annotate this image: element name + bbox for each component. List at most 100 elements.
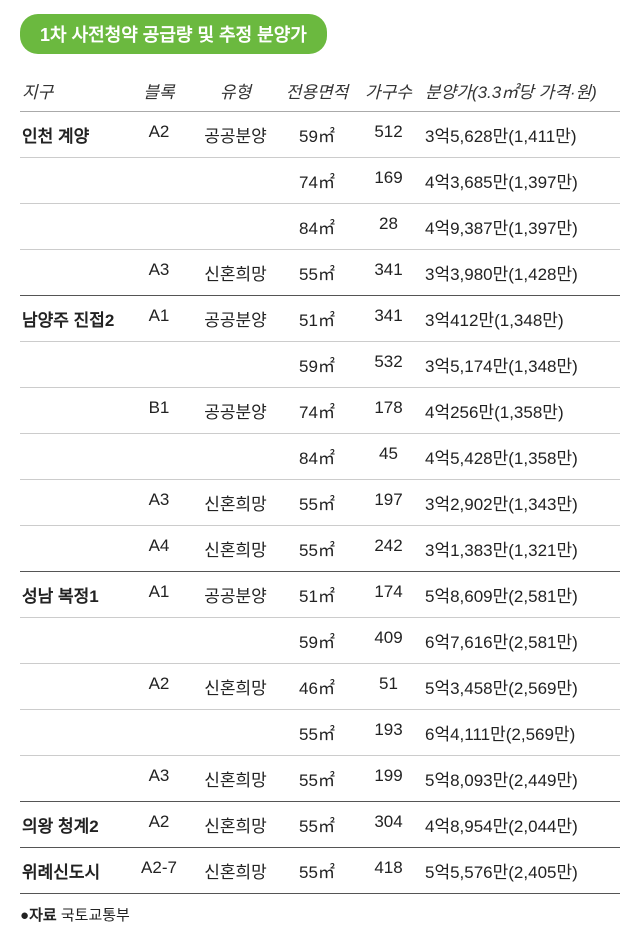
- cell-units: 242: [356, 526, 421, 572]
- cell-price: 5억5,576만(2,405만): [421, 848, 620, 894]
- cell-type: 공공분양: [193, 572, 278, 618]
- cell-block: A1: [125, 572, 193, 618]
- table-row: 74㎡1694억3,685만(1,397만): [20, 158, 620, 204]
- cell-units: 28: [356, 204, 421, 250]
- cell-units: 304: [356, 802, 421, 848]
- cell-area: 55㎡: [278, 250, 356, 296]
- cell-district: 의왕 청계2: [20, 802, 125, 848]
- cell-district: 위례신도시: [20, 848, 125, 894]
- cell-type: [193, 618, 278, 664]
- table-row: 59㎡5323억5,174만(1,348만): [20, 342, 620, 388]
- cell-district: [20, 388, 125, 434]
- cell-units: 197: [356, 480, 421, 526]
- cell-price: 3억5,628만(1,411만): [421, 112, 620, 158]
- cell-price: 3억5,174만(1,348만): [421, 342, 620, 388]
- cell-block: [125, 158, 193, 204]
- cell-area: 55㎡: [278, 480, 356, 526]
- cell-type: 공공분양: [193, 388, 278, 434]
- cell-area: 55㎡: [278, 526, 356, 572]
- cell-district: [20, 342, 125, 388]
- source-label: 자료: [29, 907, 57, 924]
- cell-block: [125, 434, 193, 480]
- cell-district: 성남 복정1: [20, 572, 125, 618]
- cell-area: 59㎡: [278, 618, 356, 664]
- cell-units: 199: [356, 756, 421, 802]
- cell-type: 신혼희망: [193, 848, 278, 894]
- cell-type: 신혼희망: [193, 664, 278, 710]
- table-row: A2신혼희망46㎡515억3,458만(2,569만): [20, 664, 620, 710]
- supply-table: 지구 블록 유형 전용면적 가구수 분양가(3.3㎡당 가격·원) 인천 계양 A…: [20, 68, 620, 894]
- cell-units: 169: [356, 158, 421, 204]
- table-row: A4신혼희망55㎡2423억1,383만(1,321만): [20, 526, 620, 572]
- cell-units: 409: [356, 618, 421, 664]
- cell-units: 45: [356, 434, 421, 480]
- table-row: 남양주 진접2A1공공분양51㎡3413억412만(1,348만): [20, 296, 620, 342]
- cell-district: 남양주 진접2: [20, 296, 125, 342]
- cell-district: [20, 618, 125, 664]
- cell-type: [193, 710, 278, 756]
- cell-district: [20, 480, 125, 526]
- cell-type: [193, 342, 278, 388]
- cell-block: A1: [125, 296, 193, 342]
- cell-type: [193, 204, 278, 250]
- cell-area: 55㎡: [278, 710, 356, 756]
- cell-units: 193: [356, 710, 421, 756]
- cell-area: 59㎡: [278, 342, 356, 388]
- cell-type: 신혼희망: [193, 526, 278, 572]
- cell-area: 55㎡: [278, 802, 356, 848]
- cell-price: 3억1,383만(1,321만): [421, 526, 620, 572]
- cell-block: A2: [125, 664, 193, 710]
- col-district: 지구: [20, 68, 125, 112]
- cell-block: A2-7: [125, 848, 193, 894]
- cell-area: 55㎡: [278, 848, 356, 894]
- cell-area: 84㎡: [278, 434, 356, 480]
- cell-district: [20, 526, 125, 572]
- table-row: 55㎡1936억4,111만(2,569만): [20, 710, 620, 756]
- cell-type: 신혼희망: [193, 802, 278, 848]
- cell-district: [20, 434, 125, 480]
- cell-units: 51: [356, 664, 421, 710]
- source-value: 국토교통부: [61, 907, 130, 924]
- cell-type: 공공분양: [193, 296, 278, 342]
- cell-price: 4억9,387만(1,397만): [421, 204, 620, 250]
- col-price: 분양가(3.3㎡당 가격·원): [421, 68, 620, 112]
- table-row: 위례신도시A2-7신혼희망55㎡4185억5,576만(2,405만): [20, 848, 620, 894]
- cell-district: 인천 계양: [20, 112, 125, 158]
- cell-block: [125, 204, 193, 250]
- title-pill: 1차 사전청약 공급량 및 추정 분양가: [20, 14, 327, 54]
- table-row: 84㎡284억9,387만(1,397만): [20, 204, 620, 250]
- cell-area: 55㎡: [278, 756, 356, 802]
- source-footer: ●자료 국토교통부: [20, 904, 620, 925]
- cell-block: A3: [125, 250, 193, 296]
- cell-units: 174: [356, 572, 421, 618]
- table-row: A3신혼희망55㎡3413억3,980만(1,428만): [20, 250, 620, 296]
- cell-price: 3억2,902만(1,343만): [421, 480, 620, 526]
- cell-type: [193, 158, 278, 204]
- cell-units: 341: [356, 296, 421, 342]
- cell-block: [125, 710, 193, 756]
- cell-units: 178: [356, 388, 421, 434]
- cell-price: 4억5,428만(1,358만): [421, 434, 620, 480]
- cell-price: 4억8,954만(2,044만): [421, 802, 620, 848]
- cell-block: [125, 342, 193, 388]
- cell-block: [125, 618, 193, 664]
- cell-district: [20, 710, 125, 756]
- cell-type: 신혼희망: [193, 756, 278, 802]
- cell-price: 4억3,685만(1,397만): [421, 158, 620, 204]
- cell-area: 84㎡: [278, 204, 356, 250]
- col-units: 가구수: [356, 68, 421, 112]
- header-row: 지구 블록 유형 전용면적 가구수 분양가(3.3㎡당 가격·원): [20, 68, 620, 112]
- cell-block: A2: [125, 802, 193, 848]
- col-block: 블록: [125, 68, 193, 112]
- cell-district: [20, 158, 125, 204]
- table-row: A3신혼희망55㎡1995억8,093만(2,449만): [20, 756, 620, 802]
- cell-district: [20, 664, 125, 710]
- table-row: A3신혼희망55㎡1973억2,902만(1,343만): [20, 480, 620, 526]
- cell-area: 74㎡: [278, 388, 356, 434]
- table-row: 59㎡4096억7,616만(2,581만): [20, 618, 620, 664]
- table-row: B1공공분양74㎡1784억256만(1,358만): [20, 388, 620, 434]
- cell-price: 6억7,616만(2,581만): [421, 618, 620, 664]
- col-type: 유형: [193, 68, 278, 112]
- cell-price: 5억3,458만(2,569만): [421, 664, 620, 710]
- col-area: 전용면적: [278, 68, 356, 112]
